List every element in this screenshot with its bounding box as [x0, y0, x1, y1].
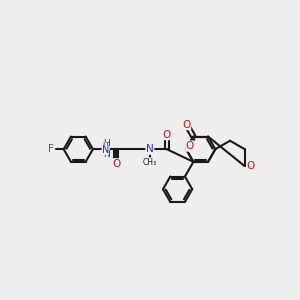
Text: O: O [182, 119, 190, 130]
Text: O: O [112, 159, 120, 169]
Text: H
N: H N [103, 140, 110, 159]
Text: N: N [102, 145, 109, 155]
Text: N: N [146, 144, 154, 154]
Text: H: H [102, 142, 108, 152]
Text: O: O [247, 161, 255, 171]
Text: F: F [48, 144, 54, 154]
Text: CH₃: CH₃ [143, 158, 157, 167]
Text: O: O [163, 130, 171, 140]
Text: O: O [186, 141, 194, 151]
